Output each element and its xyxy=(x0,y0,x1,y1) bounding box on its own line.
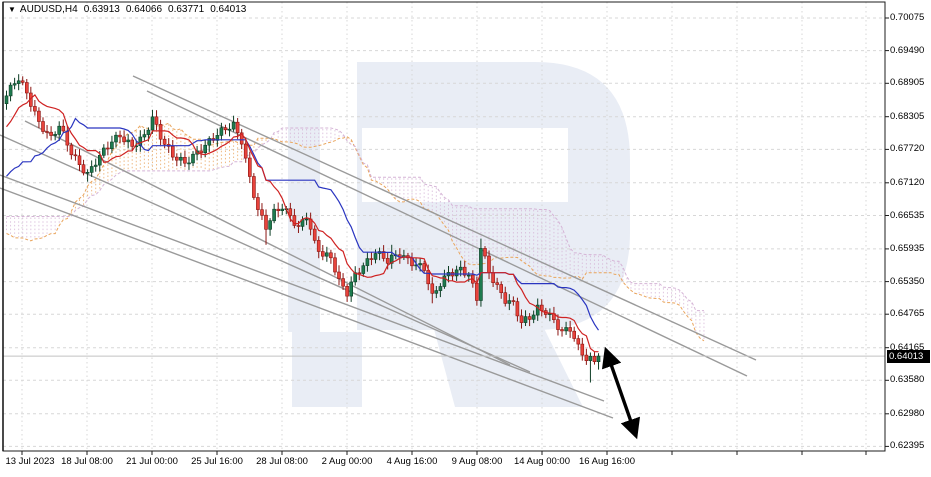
time-axis-label: 18 Jul 08:00 xyxy=(61,456,113,467)
chart-header: ▼ AUDUSD,H4 0.63913 0.64066 0.63771 0.64013 xyxy=(8,4,252,15)
ohlc-close: 0.64013 xyxy=(210,4,247,15)
symbol-timeframe-label: AUDUSD,H4 xyxy=(19,4,78,15)
price-axis-label: 0.65350 xyxy=(890,275,925,287)
price-arrow[interactable] xyxy=(601,346,641,440)
price-axis-label: 0.64165 xyxy=(890,341,925,353)
price-axis-label: 0.66535 xyxy=(890,209,925,221)
trendline[interactable] xyxy=(146,90,748,377)
time-axis-label: 13 Jul 2023 xyxy=(5,456,55,467)
time-axis-label: 4 Aug 16:00 xyxy=(386,456,438,467)
ohlc-high: 0.64066 xyxy=(125,4,163,15)
trendline[interactable] xyxy=(0,134,531,373)
time-axis-label: 14 Aug 00:00 xyxy=(514,456,570,467)
price-axis-label: 0.62395 xyxy=(890,440,925,452)
price-axis-label: 0.70075 xyxy=(890,12,925,23)
price-axis-label: 0.63580 xyxy=(890,374,925,386)
price-axis-label: 0.68305 xyxy=(890,110,925,122)
current-price-badge: 0.64013 xyxy=(887,349,930,363)
price-axis-label: 0.67720 xyxy=(890,143,925,155)
time-axis-label: 9 Aug 08:00 xyxy=(451,456,503,467)
ohlc-low: 0.63771 xyxy=(168,4,205,15)
price-axis-label: 0.65935 xyxy=(890,242,925,254)
trendline[interactable] xyxy=(0,187,614,419)
senkou-span-b-line xyxy=(6,127,704,312)
time-axis-label: 21 Jul 00:00 xyxy=(126,456,178,467)
price-axis-label: 0.67120 xyxy=(890,176,925,188)
candles xyxy=(4,74,601,383)
grid-lines xyxy=(3,2,885,451)
price-axis-label: 0.62980 xyxy=(890,407,925,419)
time-axis-label: 2 Aug 00:00 xyxy=(321,456,373,467)
ohlc-open: 0.63913 xyxy=(83,4,120,15)
symbol-dropdown-icon: ▼ xyxy=(8,5,16,14)
time-axis-label: 25 Jul 16:00 xyxy=(191,456,243,467)
tenkan-sen-line xyxy=(6,93,599,353)
price-axis-label: 0.68905 xyxy=(890,77,925,89)
price-axis-label: 0.69490 xyxy=(890,44,925,56)
trendline[interactable] xyxy=(0,174,605,402)
price-axis-label: 0.64765 xyxy=(890,308,925,320)
chart-frame xyxy=(2,1,889,455)
time-axis-label: 16 Aug 16:00 xyxy=(579,456,635,467)
time-axis-label: 28 Jul 08:00 xyxy=(256,456,308,467)
